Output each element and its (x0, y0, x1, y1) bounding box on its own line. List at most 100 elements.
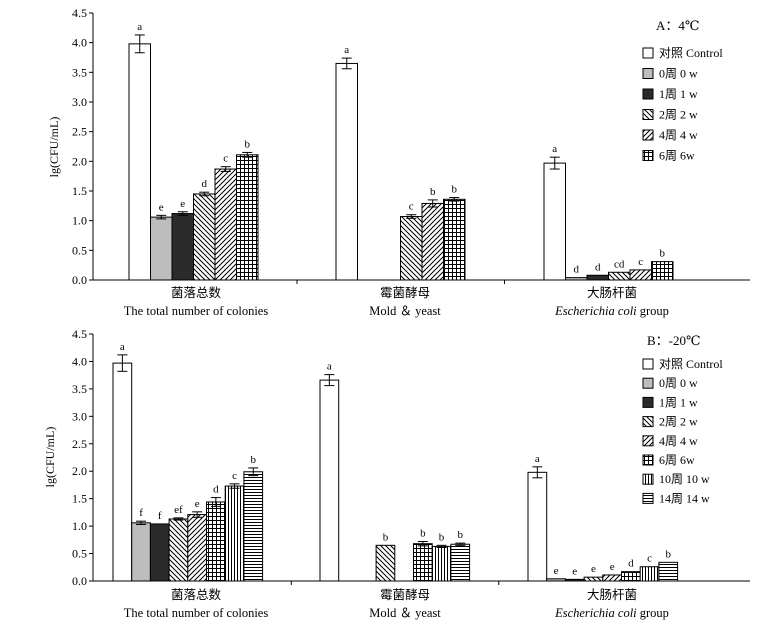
legend-label: 对照 Control (659, 357, 723, 371)
legend-label: 6周 6w (659, 149, 695, 163)
significance-label: e (554, 565, 559, 577)
bar (150, 216, 173, 281)
category-label-en-total: The total number of colonies (124, 304, 269, 318)
legend-label: 0周 0 w (659, 67, 698, 81)
y-tick-label: 0.0 (72, 273, 87, 287)
y-tick-label: 1.0 (72, 214, 87, 228)
significance-label: a (344, 44, 349, 56)
legend-label: 1周 1 w (659, 395, 698, 409)
bar (658, 561, 679, 582)
bar (431, 545, 452, 582)
y-tick-label: 2.0 (72, 154, 87, 168)
bar (400, 216, 423, 281)
legend-label: 0周 0 w (659, 376, 698, 390)
bar (621, 571, 641, 582)
significance-label: cd (614, 258, 625, 270)
legend-swatch (642, 435, 654, 447)
panel-a-4c: lg(CFU/mL) A：4℃ 菌落总数 The total number of… (47, 6, 750, 318)
legend-swatch (642, 377, 654, 389)
significance-label: a (535, 453, 540, 465)
significance-label: b (420, 527, 426, 539)
legend-label: 4周 4 w (659, 128, 698, 142)
legend-label: 对照 Control (659, 46, 723, 60)
legend-label: 4周 4 w (659, 434, 698, 448)
bar (543, 162, 566, 281)
y-tick-label: 4.5 (72, 327, 87, 341)
y-tick-label: 2.5 (72, 125, 87, 139)
y-tick-label: 0.5 (72, 547, 87, 561)
legend-label: 2周 2 w (659, 415, 698, 429)
legend-label: 10周 10 w (659, 472, 710, 486)
ecoli-group-text: group (637, 606, 669, 620)
y-tick-label: 3.0 (72, 409, 87, 423)
significance-label: e (159, 201, 164, 213)
legend-label: 2周 2 w (659, 108, 698, 122)
category-label-zh-mold: 霉菌酵母 (380, 588, 430, 602)
bar (639, 566, 660, 582)
category-label-zh-ecoli: 大肠杆菌 (587, 588, 637, 602)
y-axis-label: lg(CFU/mL) (47, 117, 61, 178)
significance-label: d (595, 261, 601, 273)
y-tick-label: 0.5 (72, 243, 87, 257)
bar (236, 154, 259, 281)
significance-label: d (213, 484, 219, 496)
significance-label: c (638, 256, 643, 268)
legend-swatch (642, 396, 654, 408)
bar (450, 543, 471, 582)
category-label-zh-total: 菌落总数 (171, 587, 222, 602)
category-label-en-total: The total number of colonies (124, 606, 269, 620)
bar (128, 43, 151, 281)
legend-swatch (642, 150, 654, 161)
panel-title: B：-20℃ (647, 333, 701, 348)
bar (629, 269, 652, 281)
significance-label: b (452, 184, 458, 196)
bar (375, 544, 396, 582)
ecoli-italic-text: Escherichia coli (554, 304, 637, 318)
significance-label: c (647, 553, 652, 565)
bar (443, 198, 466, 281)
legend-swatch (642, 454, 654, 466)
significance-label: ef (174, 504, 183, 516)
bar (187, 514, 208, 582)
panel-title: A：4℃ (656, 18, 699, 33)
significance-label: a (120, 341, 125, 353)
significance-label: d (628, 558, 634, 570)
bar (608, 271, 631, 281)
panel-b-minus20c: lg(CFU/mL) B：-20℃ 菌落总数 The total number … (43, 327, 750, 620)
bar (651, 261, 674, 281)
bar (243, 471, 264, 582)
y-tick-label: 1.5 (72, 184, 87, 198)
bar (335, 62, 358, 281)
y-tick-label: 3.0 (72, 95, 87, 109)
legend-swatch (642, 416, 654, 428)
significance-label: b (245, 138, 251, 150)
significance-label: a (327, 361, 332, 373)
bar (565, 277, 588, 281)
y-tick-label: 4.0 (72, 36, 87, 50)
significance-label: b (660, 248, 666, 260)
significance-label: e (591, 563, 596, 575)
significance-label: b (383, 531, 389, 543)
y-tick-label: 0.0 (72, 574, 87, 588)
category-label-zh-total: 菌落总数 (171, 285, 222, 300)
bar (131, 522, 151, 582)
significance-label: e (610, 561, 615, 573)
significance-label: c (409, 201, 414, 213)
y-tick-label: 3.5 (72, 382, 87, 396)
legend-swatch (642, 109, 654, 120)
significance-label: b (666, 548, 672, 560)
legend-swatch (642, 129, 654, 141)
category-label-en-ecoli: Escherichia coli group (554, 606, 669, 620)
bar (546, 578, 566, 582)
bar (214, 168, 237, 281)
ecoli-italic-text: Escherichia coli (554, 606, 637, 620)
bar (413, 543, 433, 582)
significance-label: b (251, 454, 257, 466)
significance-label: c (232, 470, 237, 482)
significance-label: c (223, 153, 228, 165)
bar (319, 379, 340, 582)
y-tick-label: 4.0 (72, 354, 87, 368)
bar (171, 213, 194, 281)
significance-label: a (137, 21, 142, 33)
ecoli-group-text: group (637, 304, 669, 318)
